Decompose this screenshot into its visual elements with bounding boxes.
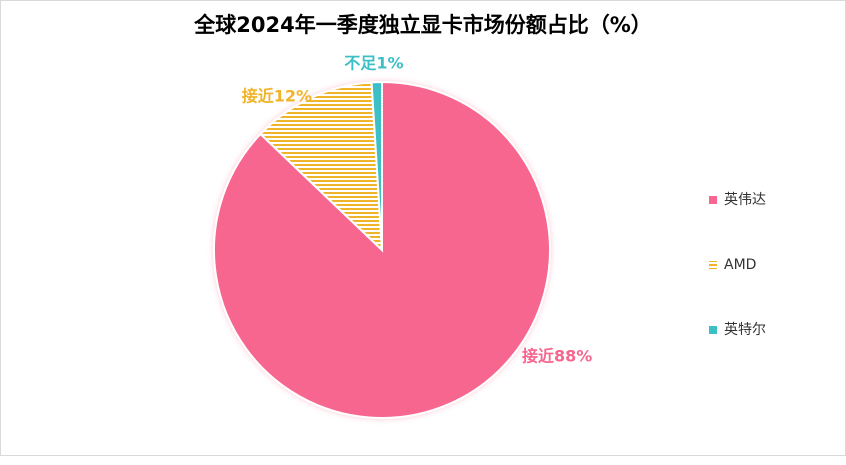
legend-swatch (709, 261, 717, 269)
pie-slice (370, 80, 383, 251)
legend-swatch (709, 326, 717, 334)
pie-slice (212, 80, 551, 419)
legend-label: AMD (724, 257, 756, 273)
data-label: 接近88% (522, 347, 592, 366)
pie-slice (259, 81, 384, 253)
chart-title: 全球2024年一季度独立显卡市场份额占比（%） (193, 13, 652, 37)
legend-label: 英伟达 (724, 191, 766, 208)
data-label: 不足1% (344, 54, 403, 73)
pie (212, 80, 551, 419)
legend-label: 英特尔 (724, 321, 766, 338)
legend-swatch (709, 196, 717, 204)
data-label: 接近12% (242, 87, 312, 106)
